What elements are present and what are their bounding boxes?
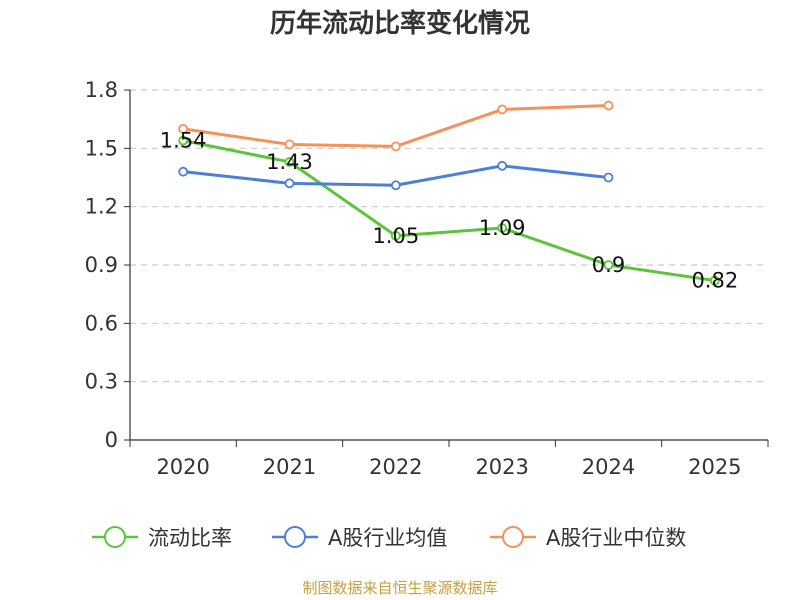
y-tick-label: 0 (105, 428, 118, 452)
series-group (178, 100, 720, 286)
legend-item-2[interactable]: A股行业中位数 (490, 526, 686, 550)
data-point (178, 123, 189, 134)
x-tick-label: 2024 (582, 455, 635, 479)
legend-swatch-marker (502, 526, 524, 548)
data-label: 1.09 (479, 216, 526, 240)
x-tick-label: 2023 (475, 455, 528, 479)
source-note: 制图数据来自恒生聚源数据库 (302, 579, 497, 597)
series-line-0 (182, 139, 716, 283)
data-point (390, 230, 401, 241)
x-tick-label: 2022 (369, 455, 422, 479)
data-point (390, 141, 401, 152)
gridlines (130, 89, 768, 383)
legend[interactable]: 流动比率 A股行业均值 A股行业中位数 (92, 526, 686, 550)
y-tick-label: 1.2 (85, 195, 118, 219)
data-point (709, 275, 720, 286)
data-point (497, 223, 508, 233)
data-label: 0.9 (592, 253, 625, 277)
data-point (178, 135, 189, 146)
data-labels: 1.54 1.43 1.05 1.09 0.9 0.82 (160, 129, 738, 293)
data-point (497, 160, 508, 171)
data-point (284, 157, 295, 167)
data-point (603, 260, 614, 270)
data-label: 1.05 (372, 224, 419, 248)
chart-title: 历年流动比率变化情况 (270, 8, 530, 39)
legend-swatch-marker (284, 526, 306, 548)
y-tick-label: 1.5 (85, 136, 118, 160)
x-tick-label: 2020 (156, 455, 209, 479)
y-tick-label: 0.9 (85, 253, 118, 277)
data-point (497, 104, 508, 115)
x-tick-label: 2025 (688, 455, 741, 479)
legend-label: A股行业均值 (328, 526, 447, 550)
data-point (284, 139, 295, 150)
data-label: 0.82 (691, 269, 738, 293)
axes: 0 0.3 0.6 0.9 1.2 1.5 1.8 2020 2021 2022 2023 2024 2… (85, 78, 769, 479)
data-point (603, 100, 614, 111)
data-label: 1.43 (266, 150, 313, 174)
legend-label: A股行业中位数 (546, 526, 686, 550)
data-point (603, 172, 614, 183)
legend-swatch-marker (104, 526, 126, 548)
y-tick-label: 0.3 (85, 370, 118, 394)
data-point (284, 178, 295, 189)
y-tick-label: 0.6 (85, 311, 118, 335)
x-tick-label: 2021 (263, 455, 316, 479)
legend-item-1[interactable]: A股行业均值 (272, 526, 447, 550)
legend-item-0[interactable]: 流动比率 (92, 526, 232, 550)
data-point (178, 166, 189, 177)
data-point (390, 180, 401, 191)
series-line-2 (182, 104, 609, 148)
data-label: 1.54 (160, 129, 207, 153)
y-tick-label: 1.8 (85, 78, 118, 102)
legend-label: 流动比率 (148, 526, 232, 550)
